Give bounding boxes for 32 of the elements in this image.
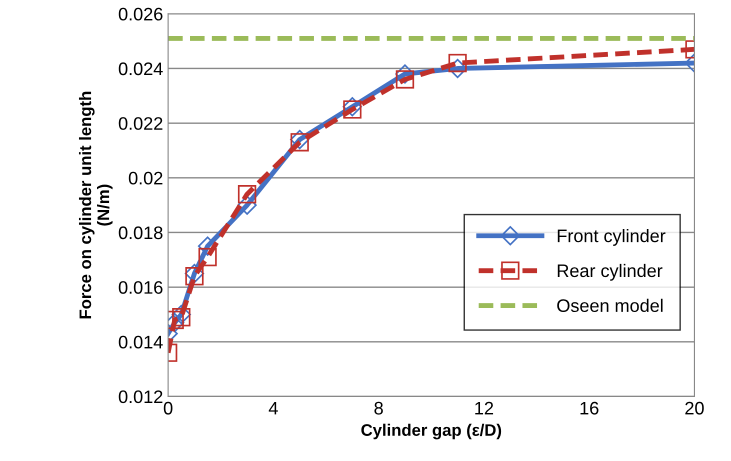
x-tick-label: 0: [164, 402, 172, 415]
x-tick-label: 20: [685, 402, 704, 415]
x-tick-label: 8: [374, 402, 383, 415]
legend-label: Oseen model: [557, 298, 663, 312]
point: [290, 133, 309, 152]
point: [448, 54, 467, 72]
point: [238, 185, 256, 204]
y-tick-label: 0.02: [128, 172, 162, 185]
y-tick-label: 0.014: [118, 336, 163, 349]
point: [184, 264, 204, 284]
y-tick-label: 0.026: [118, 8, 162, 21]
point: [290, 130, 310, 150]
x-tick-label: 4: [268, 402, 278, 414]
point: [198, 248, 217, 266]
point: [343, 100, 362, 119]
point: [185, 267, 204, 286]
point: [172, 304, 191, 324]
y-tick-label: 0.024: [118, 62, 163, 76]
y-tick-label: 0.018: [118, 226, 162, 240]
x-axis-title: Cylinder gap (ε/D): [361, 424, 502, 440]
y-axis-title: Force on cylinder unit length (N/m): [78, 92, 113, 318]
legend-label: Front cylinder: [558, 228, 666, 246]
point: [172, 308, 190, 326]
point: [396, 70, 414, 89]
x-tick-label: 16: [580, 402, 598, 415]
x-tick-label: 12: [475, 402, 494, 414]
point: [342, 97, 362, 116]
y-tick-label: 0.016: [118, 281, 162, 294]
y-tick-label: 0.022: [118, 117, 162, 130]
point: [237, 195, 257, 215]
legend-label: Rear cylinder: [558, 264, 662, 281]
y-tick-label: 0.012: [118, 390, 162, 404]
